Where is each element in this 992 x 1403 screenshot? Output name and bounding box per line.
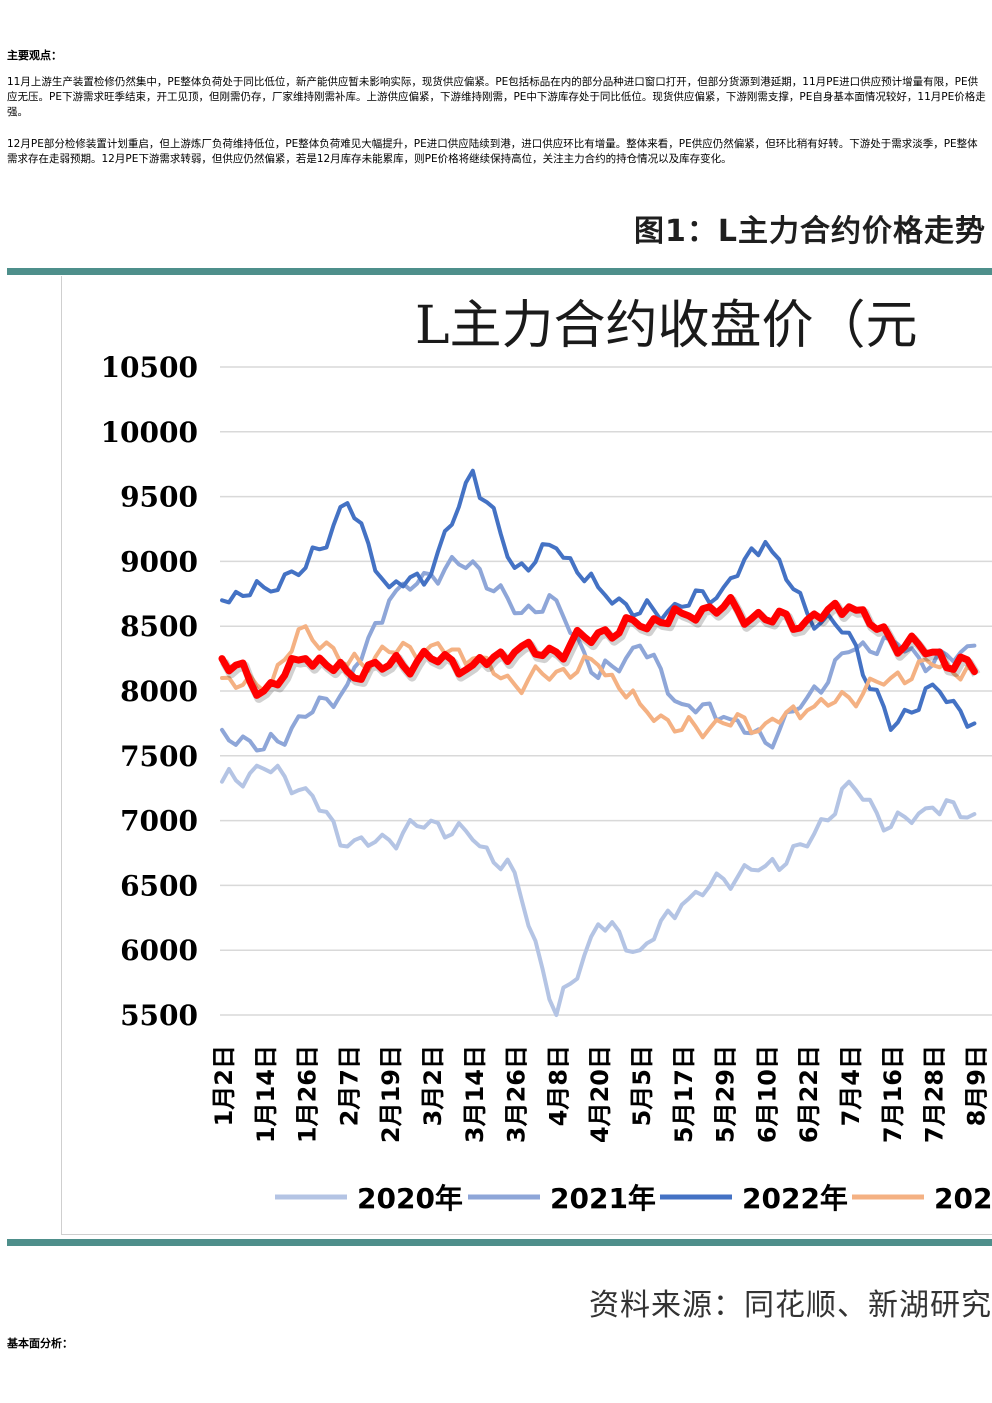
figure-title: 图1：L主力合约价格走势 (634, 214, 986, 249)
y-tick-label: 9000 (120, 545, 198, 578)
legend-label: 2020年 (357, 1182, 463, 1215)
x-tick-label: 1月14日 (252, 1045, 280, 1143)
y-tick-label: 6000 (120, 934, 198, 967)
x-tick-label: 3月26日 (503, 1045, 531, 1143)
y-tick-label: 7500 (120, 740, 198, 773)
y-tick-label: 8500 (120, 610, 198, 643)
series-line (218, 594, 978, 699)
x-tick-label: 5月5日 (628, 1045, 656, 1126)
legend-label: 2023 (934, 1182, 992, 1215)
section-heading-main: 主要观点： (7, 49, 62, 62)
paragraph-december: 12月PE部分检修装置计划重启，但上游炼厂负荷维持低位，PE整体负荷难见大幅提升… (7, 138, 978, 165)
series-line (220, 555, 977, 753)
y-tick-label: 6500 (120, 869, 198, 902)
x-tick-label: 2月7日 (335, 1045, 363, 1126)
x-tick-label: 7月28日 (921, 1045, 949, 1143)
legend-label: 2021年 (550, 1182, 656, 1215)
x-tick-label: 3月2日 (419, 1045, 447, 1126)
section-heading-fundamental: 基本面分析： (7, 1337, 73, 1350)
x-tick-label: 4月20日 (586, 1045, 614, 1143)
x-tick-label: 7月4日 (837, 1045, 865, 1126)
x-tick-label: 1月26日 (294, 1045, 322, 1143)
y-tick-label: 8000 (120, 675, 198, 708)
series-line (220, 763, 977, 1017)
paragraph-november: 11月上游生产装置检修仍然集中，PE整体负荷处于同比低位，新产能供应暂未影响实际… (7, 76, 986, 118)
figure-bottom-rule (7, 1239, 992, 1246)
x-tick-label: 1月2日 (210, 1045, 238, 1126)
y-tick-label: 9500 (120, 481, 198, 514)
x-tick-label: 6月10日 (753, 1045, 781, 1143)
y-tick-label: 10500 (101, 351, 198, 384)
y-tick-label: 5500 (120, 999, 198, 1032)
series-line (220, 624, 977, 740)
x-tick-label: 2月19日 (377, 1045, 405, 1143)
x-tick-label: 7月16日 (879, 1045, 907, 1143)
x-tick-label: 8月9日 (962, 1045, 990, 1126)
x-tick-label: 5月17日 (670, 1045, 698, 1143)
chart-title: L主力合约收盘价（元 (415, 296, 918, 356)
series-line (220, 468, 977, 732)
y-tick-label: 10000 (101, 416, 198, 449)
x-tick-label: 5月29日 (712, 1045, 740, 1143)
x-tick-label: 3月14日 (461, 1045, 489, 1143)
x-tick-label: 4月8日 (544, 1045, 572, 1126)
legend-label: 2022年 (742, 1182, 848, 1215)
figure-top-rule (7, 268, 992, 275)
x-tick-label: 6月22日 (795, 1045, 823, 1143)
chart-frame (61, 276, 992, 1235)
source-note: 资料来源：同花顺、新湖研究 (589, 1288, 992, 1323)
y-tick-label: 7000 (120, 805, 198, 838)
